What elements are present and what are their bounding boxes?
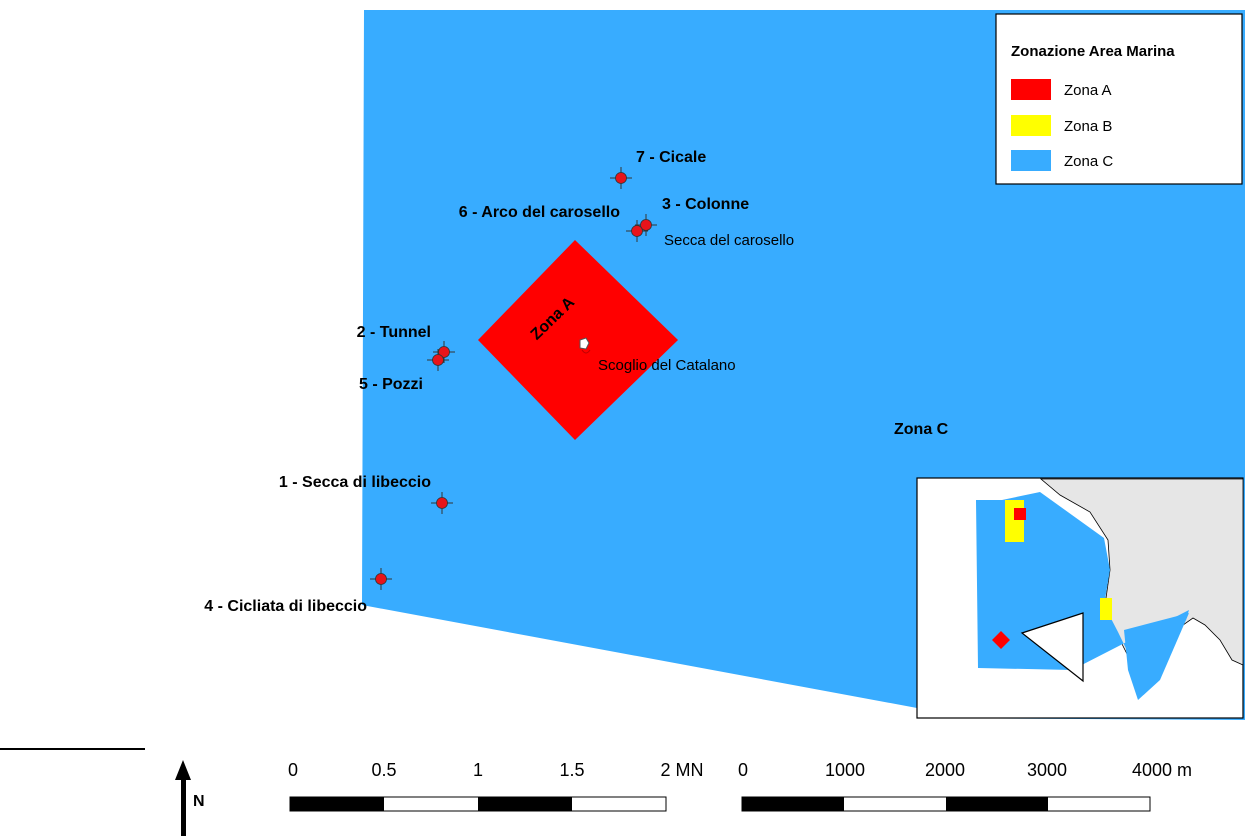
scale-m-tick-2: 2000	[925, 760, 965, 780]
inset-zona-c-lower	[1124, 613, 1189, 700]
zona-c-label: Zona C	[894, 421, 949, 438]
inset-zona-b-south	[1100, 598, 1112, 620]
legend-swatch-zona-b	[1011, 115, 1051, 136]
legend: Zonazione Area Marina Zona A Zona B Zona…	[995, 13, 1243, 185]
scale-m-tick-1: 1000	[825, 760, 865, 780]
legend-label-zona-b: Zona B	[1064, 118, 1112, 135]
legend-swatch-zona-c	[1011, 150, 1051, 171]
scale-bar-nautical-miles: 0 0.5 1 1.5 2 MN	[288, 760, 704, 812]
rock-icon	[579, 337, 591, 354]
site-label-cicale: 7 - Cicale	[636, 149, 706, 166]
site-label-arco-del-carosello: 6 - Arco del carosello	[459, 204, 620, 221]
site-marker-cicale	[610, 167, 632, 189]
site-marker-cicliata-di-libeccio	[370, 568, 392, 590]
north-label: N	[193, 793, 205, 810]
shoal-label: Secca del carosello	[664, 232, 794, 249]
site-marker-pozzi	[427, 349, 449, 371]
rock-label: Scoglio del Catalano	[598, 357, 736, 374]
site-label-colonne: 3 - Colonne	[662, 196, 749, 213]
inset-zona-a-diamond	[992, 631, 1010, 649]
site-label-cicliata-di-libeccio: 4 - Cicliata di libeccio	[204, 598, 367, 615]
site-marker-secca-di-libeccio	[431, 492, 453, 514]
legend-swatch-zona-a	[1011, 79, 1051, 100]
inset-map	[916, 477, 1244, 719]
site-label-pozzi: 5 - Pozzi	[359, 376, 423, 393]
inset-zona-a	[1014, 508, 1026, 520]
scale-m-tick-4: 4000 m	[1132, 760, 1192, 780]
north-arrow: N	[175, 760, 205, 836]
scale-nm-tick-4: 2 MN	[660, 760, 703, 780]
scale-nm-tick-0: 0	[288, 760, 298, 780]
site-label-tunnel: 2 - Tunnel	[357, 324, 431, 341]
site-label-secca-di-libeccio: 1 - Secca di libeccio	[279, 474, 431, 491]
scale-bar-metres: 0 1000 2000 3000 4000 m	[738, 760, 1192, 812]
site-marker-arco-del-carosello	[626, 220, 648, 242]
scale-nm-tick-3: 1.5	[559, 760, 584, 780]
scale-m-tick-0: 0	[738, 760, 748, 780]
site-marker-colonne	[635, 214, 657, 236]
north-arrow-icon	[175, 760, 191, 836]
inset-triangle	[1020, 612, 1084, 683]
legend-label-zona-c: Zona C	[1064, 153, 1113, 170]
site-marker-tunnel	[433, 341, 455, 363]
legend-title: Zonazione Area Marina	[1011, 43, 1175, 60]
zona-a-area	[478, 240, 678, 440]
scale-m-tick-3: 3000	[1027, 760, 1067, 780]
inset-zona-b-north	[1005, 500, 1024, 542]
legend-label-zona-a: Zona A	[1064, 82, 1112, 99]
scale-nm-tick-1: 0.5	[371, 760, 396, 780]
scale-nm-tick-2: 1	[473, 760, 483, 780]
